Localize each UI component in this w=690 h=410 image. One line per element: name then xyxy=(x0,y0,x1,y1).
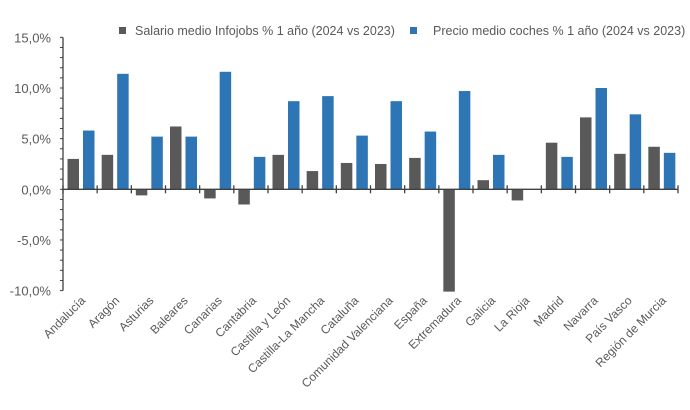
bar-precio xyxy=(151,136,163,190)
bar-precio xyxy=(117,73,129,190)
bar-salario xyxy=(409,157,421,190)
bar-salario xyxy=(443,189,455,292)
legend: Salario medio Infojobs % 1 año (2024 vs … xyxy=(119,24,685,38)
bar-salario xyxy=(511,189,524,201)
bar-salario xyxy=(648,146,660,190)
bar-salario xyxy=(614,153,626,190)
y-tick-label: -5,0% xyxy=(17,233,51,248)
bar-salario xyxy=(101,154,114,190)
bar-precio xyxy=(322,96,334,190)
x-tick-label: La Rioja xyxy=(491,293,532,334)
y-tick-label: 0,0% xyxy=(21,182,51,197)
x-tick-label: Andalucía xyxy=(41,293,89,341)
legend-swatch-precio xyxy=(410,27,417,34)
bar-salario xyxy=(238,189,250,205)
bar-precio xyxy=(288,101,300,190)
bar-salario xyxy=(272,154,284,190)
y-tick-label: 15,0% xyxy=(14,30,51,45)
bar-salario xyxy=(204,189,216,199)
bar-precio xyxy=(595,88,607,190)
bar-precio xyxy=(219,71,232,190)
bar-salario xyxy=(306,171,319,190)
bar-salario xyxy=(170,126,182,190)
legend-label-precio: Precio medio coches % 1 año (2024 vs 202… xyxy=(433,24,685,38)
bar-salario xyxy=(340,162,353,190)
bar-precio xyxy=(458,91,471,190)
bar-precio xyxy=(83,130,95,190)
bar-salario xyxy=(375,163,387,190)
bar-precio xyxy=(356,135,368,190)
bar-precio xyxy=(424,131,437,190)
legend-label-salario: Salario medio Infojobs % 1 año (2024 vs … xyxy=(135,24,395,38)
bar-precio xyxy=(185,136,197,190)
bar-salario xyxy=(545,142,558,190)
bar-precio xyxy=(493,154,505,190)
bar-salario xyxy=(477,180,489,190)
y-tick-label: -10,0% xyxy=(10,284,52,299)
bar-salario xyxy=(67,158,79,190)
bar-precio xyxy=(561,156,573,190)
y-tick-label: 10,0% xyxy=(14,81,51,96)
y-tick-label: 5,0% xyxy=(21,132,51,147)
legend-swatch-salario xyxy=(119,27,126,34)
bar-precio xyxy=(390,101,402,190)
bar-precio xyxy=(663,152,676,190)
bar-salario xyxy=(580,117,592,190)
bar-precio xyxy=(253,156,266,190)
bar-precio xyxy=(629,114,642,190)
bar-salario xyxy=(135,189,148,196)
